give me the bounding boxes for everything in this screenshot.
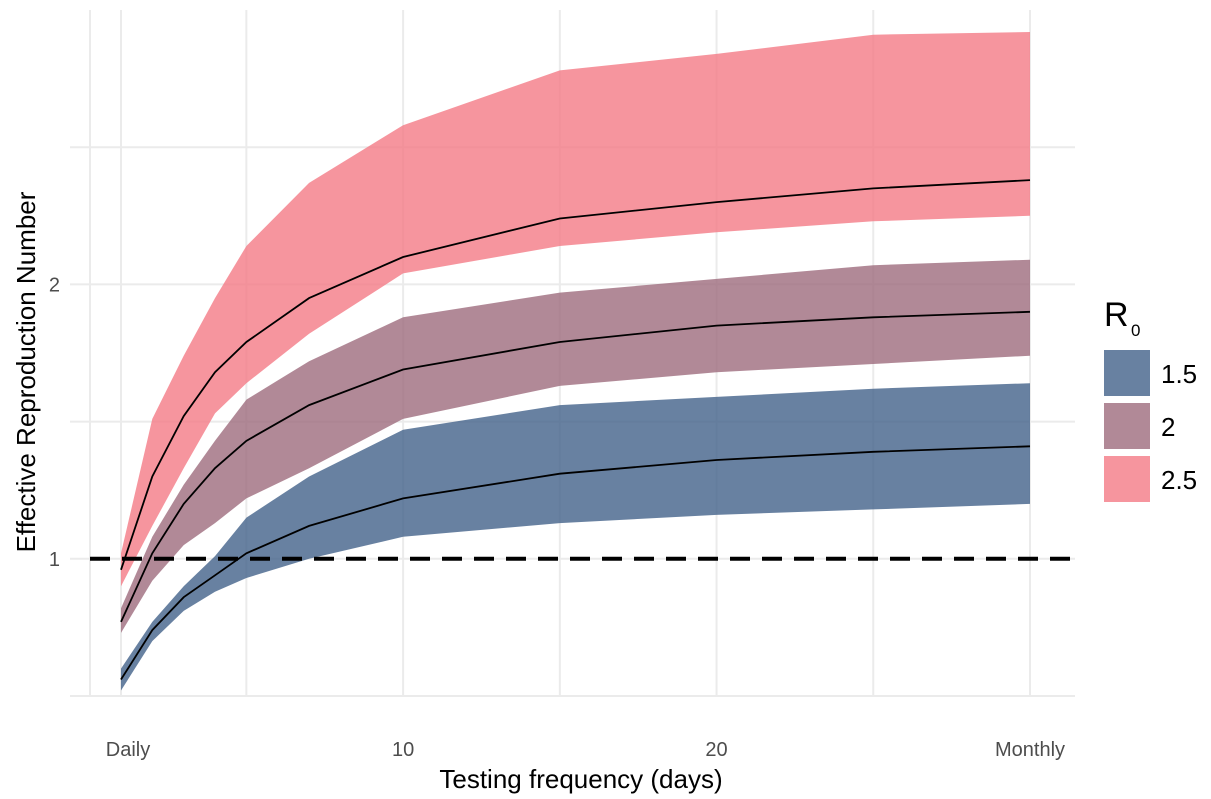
- y-axis-title: Effective Reproduction Number: [11, 191, 41, 552]
- legend-swatch-2-5: [1104, 456, 1150, 502]
- median-line-1-5: [120, 445, 1031, 680]
- legend-title: R: [1104, 296, 1129, 334]
- x-axis-title: Testing frequency (days): [439, 764, 722, 794]
- legend-label: 2.5: [1161, 465, 1197, 495]
- legend: R 0 1.5 2 2.5: [1104, 296, 1197, 502]
- legend-swatch-1-5: [1104, 350, 1150, 396]
- median-line-2-5: [120, 179, 1031, 571]
- legend-label: 1.5: [1161, 359, 1197, 389]
- legend-swatch-2: [1104, 403, 1150, 449]
- band-r0-1-5: [121, 383, 1030, 691]
- legend-title-subscript: 0: [1131, 321, 1140, 340]
- median-line-2: [120, 310, 1031, 623]
- x-axis-ticks: Daily 10 20 Monthly: [106, 739, 1065, 761]
- confidence-bands: [121, 32, 1030, 691]
- x-tick-label: Daily: [106, 739, 150, 761]
- x-tick-label: 20: [705, 739, 727, 761]
- band-r0-2-5: [121, 32, 1030, 587]
- x-tick-label: 10: [392, 739, 414, 761]
- y-tick-label: 2: [49, 274, 60, 296]
- legend-items: 1.5 2 2.5: [1104, 350, 1197, 502]
- legend-label: 2: [1161, 412, 1175, 442]
- median-lines: [120, 179, 1031, 680]
- x-tick-label: Monthly: [995, 739, 1065, 761]
- y-tick-label: 1: [49, 549, 60, 571]
- y-axis-ticks: 12: [49, 274, 60, 570]
- band-r0-2: [121, 259, 1030, 633]
